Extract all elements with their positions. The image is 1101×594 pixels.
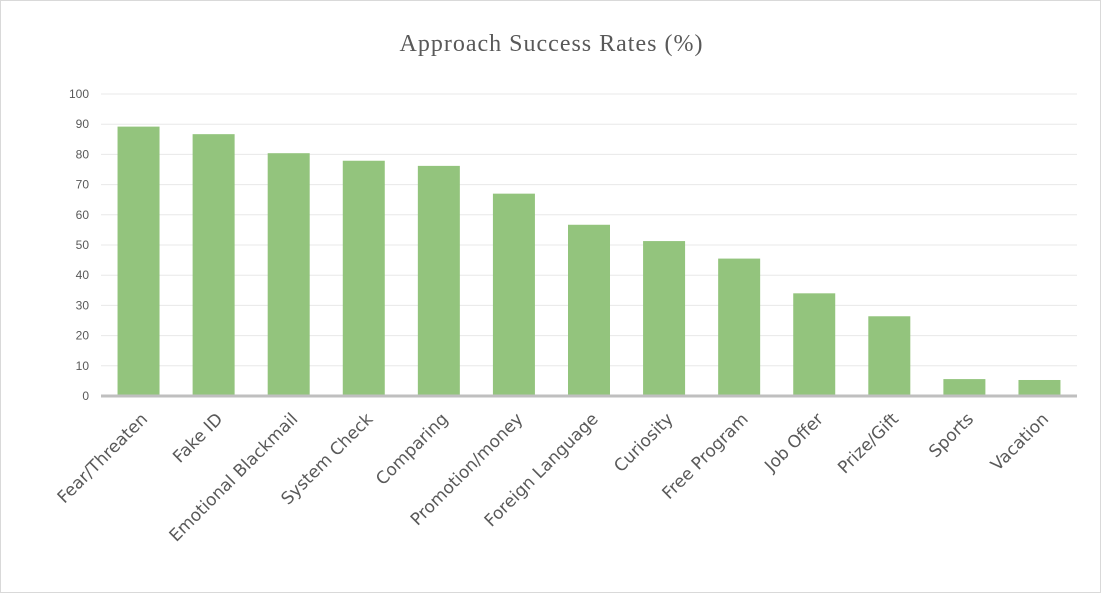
y-tick-label: 70 <box>76 178 90 192</box>
y-tick-label: 90 <box>76 117 90 131</box>
bar <box>492 193 535 396</box>
y-tick-label: 20 <box>76 329 90 343</box>
bar <box>1018 379 1061 396</box>
y-tick-label: 10 <box>76 359 90 373</box>
x-tick-label: Comparing <box>372 409 452 489</box>
y-axis-tick-labels: 0 10 20 30 40 50 60 70 80 90 100 <box>69 87 89 403</box>
bar <box>417 165 460 396</box>
chart-title: Approach Success Rates (%) <box>399 31 704 57</box>
bars <box>117 126 1061 396</box>
x-tick-label: Emotional Blackmail <box>166 409 303 546</box>
bar <box>117 126 160 396</box>
bar <box>192 134 235 396</box>
y-tick-label: 40 <box>76 268 90 282</box>
bar <box>568 224 610 396</box>
y-tick-label: 60 <box>76 208 90 222</box>
x-tick-label: Curiosity <box>610 409 677 476</box>
x-tick-label: Fear/Threaten <box>54 409 152 507</box>
bar <box>643 241 686 396</box>
y-tick-label: 80 <box>76 147 90 161</box>
x-tick-label: Job Offer <box>760 409 827 476</box>
y-tick-label: 100 <box>69 87 89 101</box>
x-tick-label: Vacation <box>987 409 1053 475</box>
x-tick-label: Fake ID <box>169 409 227 467</box>
y-tick-label: 50 <box>76 238 90 252</box>
bar <box>267 153 310 396</box>
bar <box>342 160 385 396</box>
bar <box>718 258 761 396</box>
bar <box>868 316 911 396</box>
x-tick-label: Sports <box>925 409 978 462</box>
x-tick-label: Prize/Gift <box>834 409 903 478</box>
y-tick-label: 0 <box>82 389 89 403</box>
bar <box>793 293 836 396</box>
y-tick-label: 30 <box>76 298 90 312</box>
bar <box>943 379 986 396</box>
